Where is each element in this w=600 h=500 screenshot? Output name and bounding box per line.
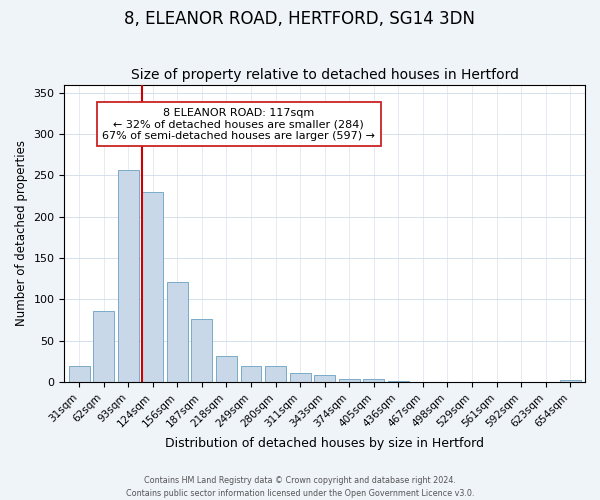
- Text: 8 ELEANOR ROAD: 117sqm
← 32% of detached houses are smaller (284)
67% of semi-de: 8 ELEANOR ROAD: 117sqm ← 32% of detached…: [102, 108, 375, 141]
- Bar: [339, 379, 359, 382]
- Bar: [191, 320, 212, 382]
- Bar: [560, 380, 581, 382]
- Y-axis label: Number of detached properties: Number of detached properties: [15, 140, 28, 326]
- Bar: [265, 366, 286, 382]
- Bar: [69, 366, 89, 382]
- Bar: [364, 379, 384, 382]
- Bar: [167, 282, 188, 382]
- Bar: [314, 374, 335, 382]
- Text: 8, ELEANOR ROAD, HERTFORD, SG14 3DN: 8, ELEANOR ROAD, HERTFORD, SG14 3DN: [125, 10, 476, 28]
- Bar: [216, 356, 237, 382]
- Bar: [290, 373, 311, 382]
- Bar: [118, 170, 139, 382]
- X-axis label: Distribution of detached houses by size in Hertford: Distribution of detached houses by size …: [165, 437, 484, 450]
- Bar: [241, 366, 262, 382]
- Text: Contains HM Land Registry data © Crown copyright and database right 2024.
Contai: Contains HM Land Registry data © Crown c…: [126, 476, 474, 498]
- Bar: [93, 311, 114, 382]
- Bar: [142, 192, 163, 382]
- Title: Size of property relative to detached houses in Hertford: Size of property relative to detached ho…: [131, 68, 519, 82]
